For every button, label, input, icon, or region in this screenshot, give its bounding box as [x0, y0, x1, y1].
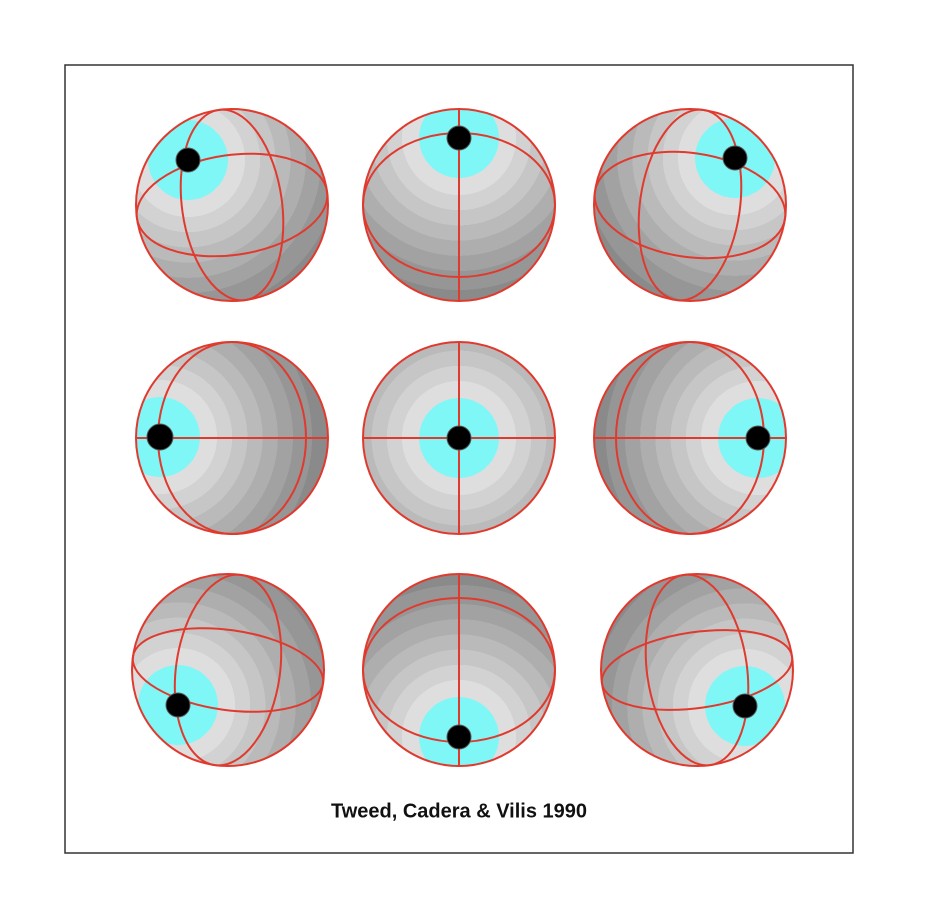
eye: [135, 108, 329, 302]
eye: [593, 108, 787, 302]
eye: [362, 341, 556, 535]
eye: [135, 341, 329, 535]
eye: [600, 573, 794, 767]
eye: [362, 108, 556, 302]
eye: [131, 573, 325, 767]
eye: [593, 341, 787, 535]
caption: Tweed, Cadera & Vilis 1990: [331, 800, 587, 822]
eye: [362, 573, 556, 767]
